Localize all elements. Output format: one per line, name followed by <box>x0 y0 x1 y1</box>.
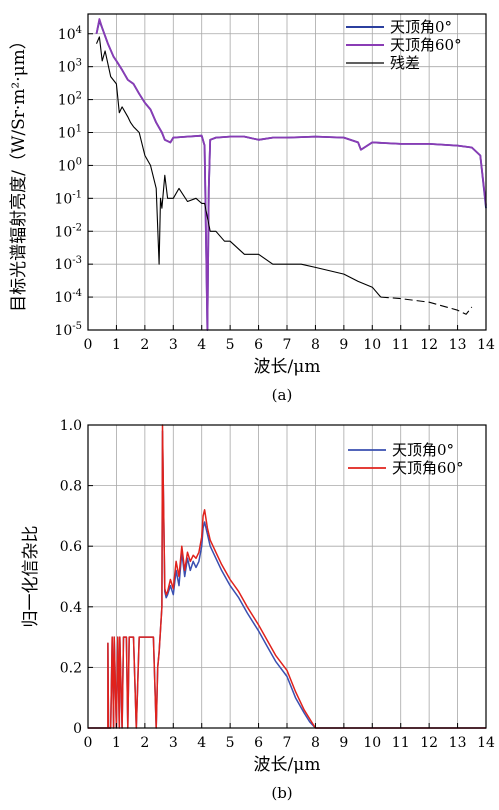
y-tick-exponent: 4 <box>76 25 82 36</box>
legend-label: 天顶角0° <box>390 18 452 36</box>
x-axis-title-a: 波长/μm <box>254 357 321 377</box>
x-tick-label: 3 <box>169 735 178 751</box>
x-tick-label: 9 <box>339 337 348 353</box>
y-tick-base: 10 <box>54 323 72 339</box>
x-tick-label: 9 <box>339 735 348 751</box>
chart-panel-b: 0 1 2 3 4 5 6 7 8 9 10 11 12 13 14 00.20.40.60.81.0 波长… <box>21 418 495 802</box>
x-tick-label: 11 <box>392 337 410 353</box>
y-tick-label: 102 <box>58 91 82 109</box>
ticks-b <box>87 424 487 729</box>
series-line-3 <box>380 296 473 315</box>
y-tick-base: 10 <box>54 290 72 306</box>
y-tick-label: 0.2 <box>60 660 82 676</box>
x-tick-label: 10 <box>363 735 381 751</box>
y-tick-exponent: -2 <box>72 222 82 233</box>
panel-label-a: (a) <box>272 386 293 404</box>
y-tick-label: 0.8 <box>60 479 82 495</box>
legend-label: 残差 <box>390 54 420 72</box>
x-tick-label: 2 <box>140 337 149 353</box>
legend-b: 天顶角0°天顶角60° <box>348 441 464 477</box>
y-tick-label: 0.4 <box>60 600 82 616</box>
y-tick-exponent: 3 <box>76 58 82 69</box>
y-tick-label: 0 <box>73 721 82 737</box>
legend-a: 天顶角0°天顶角60°残差 <box>346 18 462 72</box>
x-tick-label: 10 <box>363 337 381 353</box>
y-tick-base: 10 <box>54 224 72 240</box>
x-tick-label: 8 <box>311 735 320 751</box>
y-tick-label: 104 <box>58 25 82 43</box>
y-tick-label: 103 <box>58 58 82 76</box>
x-tick-label: 4 <box>197 337 206 353</box>
x-tick-label: 8 <box>311 337 320 353</box>
x-tick-label: 13 <box>449 735 467 751</box>
x-tick-label: 13 <box>449 337 467 353</box>
series-line-1 <box>88 424 486 729</box>
x-tick-label: 0 <box>84 337 93 353</box>
x-tick-label: 7 <box>283 735 292 751</box>
y-tick-exponent: -5 <box>72 321 82 332</box>
x-tick-label: 5 <box>226 337 235 353</box>
x-tick-labels-b: 0 1 2 3 4 5 6 7 8 9 10 11 12 13 14 <box>84 735 495 751</box>
y-tick-base: 10 <box>58 158 76 174</box>
x-tick-label: 12 <box>420 735 438 751</box>
y-tick-label: 101 <box>58 124 82 142</box>
series-line-0 <box>95 19 487 331</box>
x-tick-label: 0 <box>84 735 93 751</box>
y-tick-base: 10 <box>58 126 76 142</box>
panel-label-b: (b) <box>271 784 292 802</box>
y-tick-label: 100 <box>58 156 82 174</box>
legend-label: 天顶角60° <box>390 36 462 54</box>
series-line-1 <box>95 18 487 331</box>
x-tick-label: 11 <box>392 735 410 751</box>
x-tick-label: 3 <box>169 337 178 353</box>
y-tick-label: 10-2 <box>54 222 82 240</box>
y-tick-exponent: 1 <box>76 124 82 135</box>
series-group-b <box>88 424 486 729</box>
x-axis-title-b: 波长/μm <box>254 755 321 775</box>
y-tick-exponent: -4 <box>72 288 82 299</box>
x-tick-label: 4 <box>197 735 206 751</box>
y-tick-exponent: -1 <box>72 189 82 200</box>
y-tick-exponent: 2 <box>76 91 82 102</box>
y-tick-label: 10-5 <box>54 321 82 339</box>
y-tick-base: 10 <box>54 191 72 207</box>
x-tick-label: 2 <box>140 735 149 751</box>
x-tick-label: 14 <box>477 337 495 353</box>
x-tick-label: 6 <box>254 735 263 751</box>
y-tick-label: 0.6 <box>60 539 82 555</box>
x-tick-label: 5 <box>226 735 235 751</box>
ticks-a <box>87 33 487 331</box>
y-tick-exponent: -3 <box>72 255 82 266</box>
legend-label: 天顶角0° <box>392 441 454 459</box>
y-tick-exponent: 0 <box>76 156 82 167</box>
y-tick-base: 10 <box>58 60 76 76</box>
x-tick-label: 6 <box>254 337 263 353</box>
y-tick-label: 10-3 <box>54 255 82 273</box>
y-axis-title-a: 目标光谱辐射亮度/（W/Sr·m²·μm） <box>9 32 29 312</box>
y-tick-base: 10 <box>54 257 72 273</box>
x-tick-labels-a: 0 1 2 3 4 5 6 7 8 9 10 11 12 13 14 <box>84 337 495 353</box>
y-tick-base: 10 <box>58 27 76 43</box>
y-tick-labels-b: 0 0.2 0.4 0.6 0.8 1.0 <box>60 418 82 737</box>
legend-label: 天顶角60° <box>392 459 464 477</box>
grid-a <box>87 14 487 331</box>
y-tick-base: 10 <box>58 93 76 109</box>
series-line-2 <box>95 36 382 298</box>
y-tick-label: 1.0 <box>60 418 82 434</box>
x-tick-label: 1 <box>112 735 121 751</box>
y-tick-label: 10-1 <box>54 189 82 207</box>
x-tick-label: 1 <box>112 337 121 353</box>
x-tick-label: 7 <box>283 337 292 353</box>
y-tick-label: 10-4 <box>54 288 82 306</box>
x-tick-label: 14 <box>477 735 495 751</box>
series-group-a <box>95 18 487 331</box>
x-tick-label: 12 <box>420 337 438 353</box>
y-axis-title-b: 归一化信杂比 <box>21 526 41 628</box>
chart-panel-a: 0 1 2 3 4 5 6 7 8 9 10 11 12 13 14 10410310210110010-1… <box>9 13 495 404</box>
